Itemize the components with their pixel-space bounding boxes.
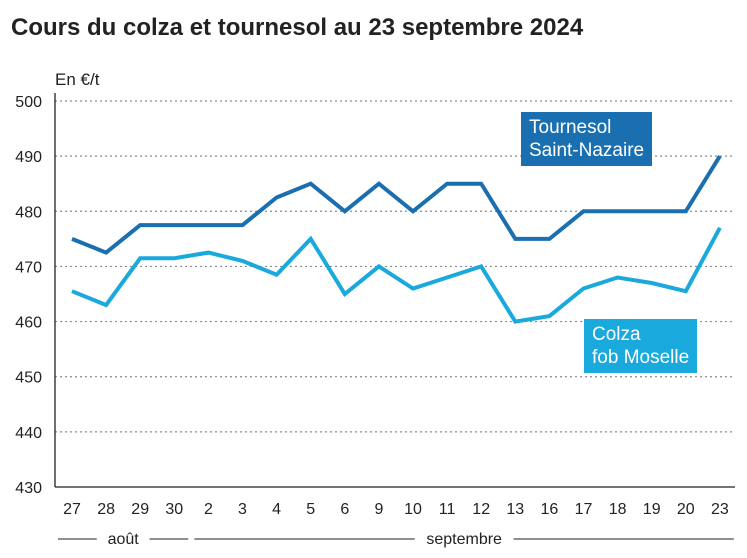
x-tick-label: 2 <box>204 501 213 518</box>
x-tick-label: 13 <box>506 501 524 518</box>
y-tick-label: 440 <box>15 425 42 442</box>
series-line-colza <box>71 226 722 324</box>
x-tick-label: 9 <box>374 501 383 518</box>
x-tick-label: 12 <box>472 501 490 518</box>
x-tick-label: 23 <box>711 501 729 518</box>
y-tick-label: 500 <box>15 94 42 111</box>
month-label: septembre <box>426 531 502 548</box>
y-tick-label: 430 <box>15 480 42 497</box>
y-tick-label: 450 <box>15 370 42 387</box>
y-axis-label: En €/t <box>55 70 100 89</box>
series-line-tournesol <box>71 155 722 255</box>
x-tick-label: 17 <box>575 501 593 518</box>
y-tick-label: 490 <box>15 149 42 166</box>
x-tick-label: 19 <box>643 501 661 518</box>
x-tick-label: 28 <box>97 501 115 518</box>
legend-tournesol: Tournesol Saint-Nazaire <box>521 112 653 166</box>
x-tick-label: 18 <box>609 501 627 518</box>
chart-title: Cours du colza et tournesol au 23 septem… <box>11 14 584 41</box>
legend-tournesol-line-2: Saint-Nazaire <box>529 140 645 161</box>
x-tick-label: 16 <box>541 501 559 518</box>
legend-colza: Colza fob Moselle <box>584 319 698 373</box>
x-tick-label: 6 <box>340 501 349 518</box>
x-tick-label: 30 <box>165 501 183 518</box>
x-tick-label: 27 <box>63 501 81 518</box>
x-tick-label: 4 <box>272 501 281 518</box>
x-tick-label: 20 <box>677 501 695 518</box>
y-tick-label: 470 <box>15 259 42 276</box>
x-tick-label: 3 <box>238 501 247 518</box>
x-tick-label: 11 <box>439 501 456 518</box>
y-tick-label: 480 <box>15 204 42 221</box>
x-tick-label: 29 <box>131 501 149 518</box>
y-tick-label: 460 <box>15 315 42 332</box>
month-label: août <box>108 531 140 548</box>
legend-colza-line-2: fob Moselle <box>592 347 690 368</box>
legend-tournesol-line-1: Tournesol <box>529 117 612 138</box>
legend-colza-line-1: Colza <box>592 324 641 345</box>
x-tick-label: 5 <box>306 501 315 518</box>
x-tick-label: 10 <box>404 501 422 518</box>
